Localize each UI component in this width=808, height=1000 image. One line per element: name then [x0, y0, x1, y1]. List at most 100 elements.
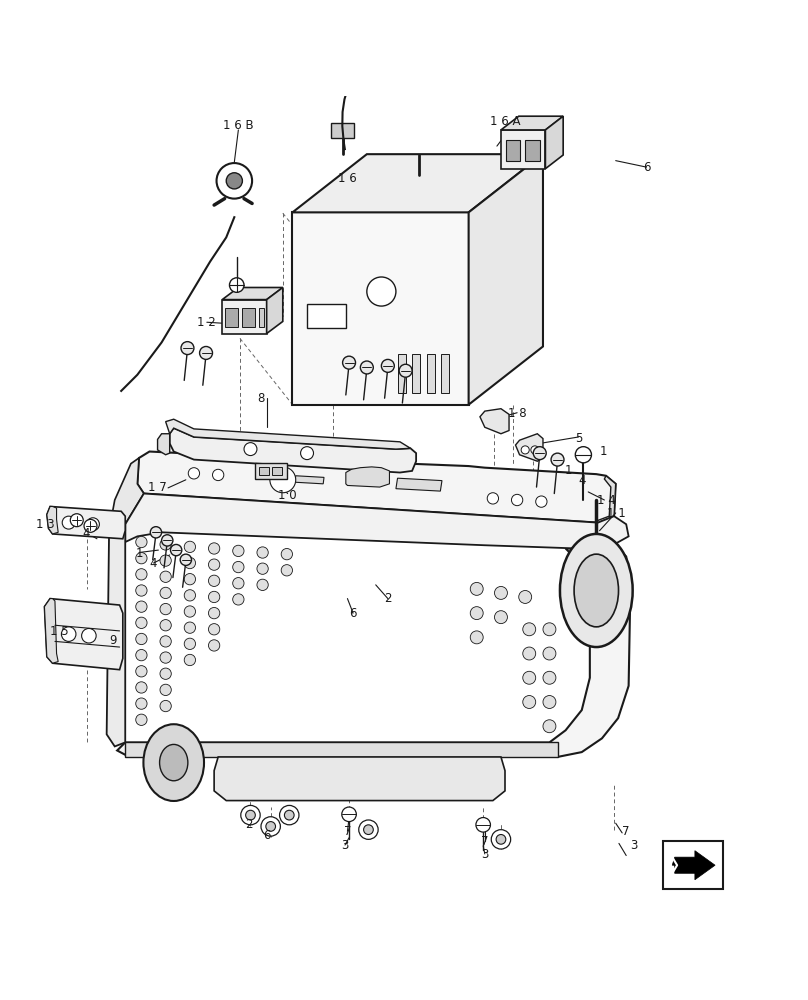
Circle shape [531, 446, 539, 454]
Bar [663, 841, 723, 889]
Circle shape [70, 514, 83, 527]
Text: 2: 2 [245, 818, 253, 831]
Circle shape [359, 820, 378, 839]
Circle shape [136, 633, 147, 645]
Circle shape [301, 447, 314, 460]
Text: 1 1: 1 1 [607, 507, 626, 520]
Circle shape [494, 586, 507, 599]
Circle shape [136, 698, 147, 709]
Text: 6: 6 [349, 607, 357, 620]
Circle shape [136, 617, 147, 628]
Circle shape [82, 628, 96, 643]
Circle shape [208, 591, 220, 603]
Text: 1 6 B: 1 6 B [223, 119, 254, 132]
Circle shape [399, 364, 412, 377]
Circle shape [162, 535, 173, 546]
Bar [441, 354, 449, 393]
Circle shape [180, 554, 191, 565]
Polygon shape [346, 467, 389, 487]
Circle shape [184, 638, 196, 649]
Circle shape [284, 810, 294, 820]
Bar [525, 140, 540, 161]
Ellipse shape [159, 744, 187, 781]
Polygon shape [292, 154, 543, 212]
Text: 8: 8 [257, 392, 265, 406]
Circle shape [470, 607, 483, 620]
Polygon shape [125, 742, 558, 757]
Bar [259, 308, 264, 327]
Circle shape [523, 696, 536, 708]
Text: 5: 5 [574, 432, 583, 445]
Text: 1 8: 1 8 [507, 407, 527, 420]
Polygon shape [47, 506, 125, 539]
Circle shape [160, 700, 171, 712]
Circle shape [543, 623, 556, 636]
Circle shape [208, 575, 220, 586]
Circle shape [184, 590, 196, 601]
Circle shape [364, 825, 373, 835]
Polygon shape [107, 524, 125, 746]
Circle shape [61, 627, 76, 641]
Circle shape [533, 447, 546, 460]
Circle shape [208, 543, 220, 554]
Circle shape [233, 578, 244, 589]
Circle shape [160, 684, 171, 696]
Circle shape [160, 636, 171, 647]
Circle shape [136, 536, 147, 548]
Circle shape [342, 807, 356, 822]
Circle shape [261, 817, 280, 836]
Polygon shape [222, 287, 283, 300]
Text: 4: 4 [82, 527, 90, 540]
Text: 1 7: 1 7 [148, 481, 167, 494]
Circle shape [257, 547, 268, 558]
Text: 1 0: 1 0 [278, 489, 297, 502]
Circle shape [200, 346, 213, 359]
Polygon shape [501, 130, 545, 169]
Text: 7: 7 [343, 825, 351, 838]
Circle shape [521, 446, 529, 454]
Circle shape [136, 553, 147, 564]
Bar [427, 354, 435, 393]
Circle shape [257, 579, 268, 590]
Circle shape [208, 559, 220, 570]
Polygon shape [596, 476, 616, 523]
Circle shape [160, 571, 171, 582]
Circle shape [136, 601, 147, 612]
Circle shape [136, 649, 147, 661]
Bar [272, 467, 282, 475]
Polygon shape [158, 434, 170, 455]
Circle shape [496, 835, 506, 844]
Text: 6: 6 [263, 829, 271, 842]
Circle shape [281, 548, 292, 560]
Polygon shape [396, 478, 442, 491]
Circle shape [476, 818, 490, 832]
Bar [506, 140, 520, 161]
Circle shape [494, 611, 507, 624]
Text: 4: 4 [149, 557, 158, 570]
Polygon shape [214, 757, 505, 801]
Circle shape [184, 654, 196, 666]
Circle shape [184, 557, 196, 569]
Circle shape [62, 516, 75, 529]
Bar [307, 304, 346, 328]
Circle shape [233, 594, 244, 605]
Circle shape [270, 467, 296, 493]
Bar [259, 467, 269, 475]
Circle shape [470, 582, 483, 595]
Circle shape [184, 606, 196, 617]
Circle shape [257, 563, 268, 574]
Circle shape [543, 696, 556, 708]
Circle shape [551, 453, 564, 466]
Circle shape [217, 163, 252, 199]
Circle shape [229, 278, 244, 292]
Circle shape [244, 443, 257, 456]
Text: 3: 3 [630, 839, 638, 852]
Bar [225, 308, 238, 327]
Polygon shape [170, 428, 416, 473]
Bar [412, 354, 420, 393]
Circle shape [343, 356, 356, 369]
Circle shape [136, 666, 147, 677]
Text: 3: 3 [481, 848, 489, 861]
Circle shape [536, 496, 547, 507]
Circle shape [208, 624, 220, 635]
